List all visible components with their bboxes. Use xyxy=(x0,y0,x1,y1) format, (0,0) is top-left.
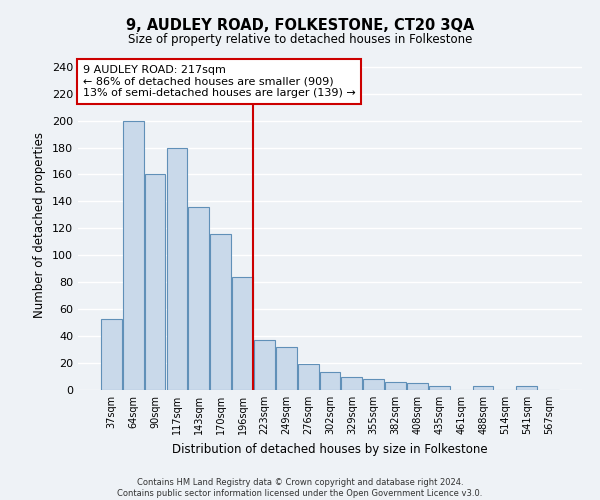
Y-axis label: Number of detached properties: Number of detached properties xyxy=(34,132,46,318)
Bar xyxy=(145,174,166,390)
Bar xyxy=(298,364,319,390)
Bar xyxy=(101,318,122,390)
Bar xyxy=(232,277,253,390)
Bar xyxy=(254,340,275,390)
Bar xyxy=(167,148,187,390)
Text: Contains HM Land Registry data © Crown copyright and database right 2024.
Contai: Contains HM Land Registry data © Crown c… xyxy=(118,478,482,498)
Bar xyxy=(123,120,143,390)
Bar xyxy=(517,386,537,390)
Bar xyxy=(364,379,384,390)
X-axis label: Distribution of detached houses by size in Folkestone: Distribution of detached houses by size … xyxy=(172,442,488,456)
Bar xyxy=(320,372,340,390)
Bar xyxy=(429,386,450,390)
Bar xyxy=(341,376,362,390)
Bar xyxy=(276,347,296,390)
Bar xyxy=(385,382,406,390)
Bar xyxy=(210,234,231,390)
Bar xyxy=(188,207,209,390)
Bar xyxy=(407,384,428,390)
Text: Size of property relative to detached houses in Folkestone: Size of property relative to detached ho… xyxy=(128,32,472,46)
Bar xyxy=(473,386,493,390)
Text: 9, AUDLEY ROAD, FOLKESTONE, CT20 3QA: 9, AUDLEY ROAD, FOLKESTONE, CT20 3QA xyxy=(126,18,474,32)
Text: 9 AUDLEY ROAD: 217sqm
← 86% of detached houses are smaller (909)
13% of semi-det: 9 AUDLEY ROAD: 217sqm ← 86% of detached … xyxy=(83,65,356,98)
